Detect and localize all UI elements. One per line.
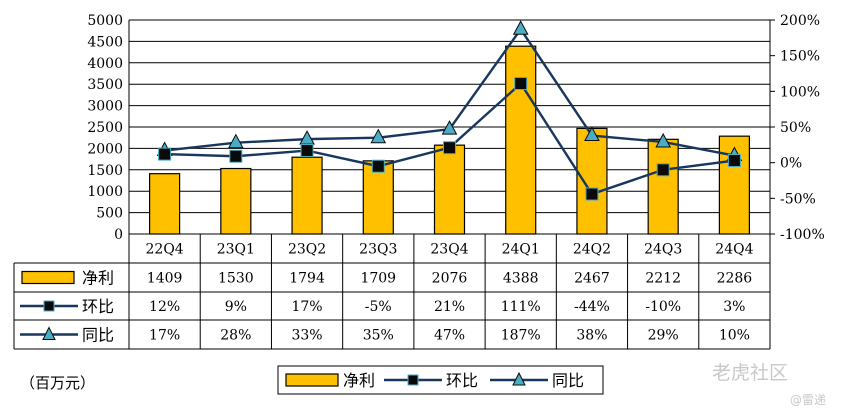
y2-tick-label: -50%	[780, 191, 816, 207]
data-label: 12%	[149, 299, 180, 315]
point-1-24Q1	[514, 76, 528, 90]
data-label: 33%	[291, 328, 322, 344]
data-label: 2076	[432, 271, 468, 287]
y-tick-label: 1000	[87, 184, 123, 200]
y-tick-label: 4500	[87, 34, 123, 50]
data-label: 1709	[360, 271, 396, 287]
point-2-24Q3	[655, 132, 672, 148]
bar-24Q3	[647, 138, 679, 235]
x-tick-label: 24Q1	[502, 242, 540, 258]
y2-tick-label: -100%	[780, 227, 825, 243]
row-series-name: 净利	[82, 269, 114, 288]
data-label: 10%	[719, 328, 750, 344]
bar-23Q2	[291, 156, 323, 235]
row-legend-key	[21, 270, 75, 285]
x-tick-label: 24Q4	[715, 242, 753, 258]
y-tick-label: 2500	[87, 120, 123, 136]
point-1-22Q4	[158, 147, 172, 161]
data-label: 2212	[645, 271, 681, 287]
y2-tick-label: 150%	[780, 49, 820, 65]
data-label: -5%	[365, 299, 392, 315]
bar-24Q2	[576, 127, 608, 235]
point-1-23Q4	[443, 141, 456, 155]
row-series-name: 环比	[82, 297, 114, 316]
y-tick-label: 500	[96, 206, 123, 222]
data-label: 9%	[225, 299, 247, 315]
unit-label: （百万元）	[20, 374, 96, 392]
data-label: 1530	[218, 271, 254, 287]
data-label: -44%	[574, 299, 610, 315]
point-2-23Q3	[370, 128, 387, 144]
data-label: 2286	[717, 271, 753, 287]
point-1-23Q3	[371, 159, 385, 173]
data-label: 29%	[648, 328, 679, 344]
series-line-2	[164, 27, 735, 157]
point-1-23Q2	[300, 144, 314, 158]
data-label: 28%	[220, 328, 251, 344]
watermark: 老虎社区	[712, 362, 789, 384]
y-tick-label: 3500	[87, 77, 123, 93]
data-label: 111%	[501, 299, 541, 315]
data-label: 4388	[503, 271, 539, 287]
point-2-24Q1	[512, 20, 529, 35]
x-tick-label: 22Q4	[146, 242, 184, 258]
legend-key-bar	[285, 373, 339, 387]
point-1-24Q4	[727, 154, 741, 168]
legend-label: 环比	[446, 371, 478, 390]
x-tick-label: 23Q1	[217, 242, 255, 258]
bar-23Q1	[220, 167, 252, 235]
data-label: 38%	[576, 328, 607, 344]
y2-tick-label: 100%	[780, 84, 820, 100]
legend-label: 同比	[552, 371, 584, 390]
y-tick-label: 4000	[87, 56, 123, 72]
data-label: 1794	[289, 271, 325, 287]
y2-tick-label: 0%	[780, 156, 802, 172]
legend-key-marker	[407, 374, 419, 386]
row-series-name: 同比	[82, 326, 114, 345]
y-tick-label: 1500	[87, 163, 123, 179]
x-tick-label: 23Q3	[359, 242, 397, 258]
point-2-23Q1	[227, 133, 244, 149]
data-label: 35%	[363, 328, 394, 344]
data-label: 187%	[501, 328, 541, 344]
bar-23Q4	[433, 144, 466, 235]
point-1-23Q1	[229, 149, 243, 163]
data-label: 17%	[291, 299, 322, 315]
y-tick-label: 5000	[87, 13, 123, 29]
data-label: 17%	[149, 328, 180, 344]
x-tick-label: 24Q3	[644, 242, 682, 258]
data-label: 1409	[147, 271, 183, 287]
row-legend-marker	[42, 326, 56, 340]
legend-key-marker	[512, 371, 526, 386]
point-2-23Q2	[299, 130, 315, 145]
y-tick-label: 2000	[87, 141, 123, 157]
data-label: -10%	[645, 299, 681, 315]
x-tick-label: 24Q2	[573, 242, 611, 258]
data-label: 3%	[723, 299, 745, 315]
point-2-23Q4	[441, 120, 458, 135]
x-tick-label: 23Q4	[430, 242, 468, 258]
data-label: 2467	[574, 271, 610, 287]
row-legend-marker	[43, 300, 55, 312]
y-tick-label: 3000	[87, 99, 123, 115]
watermark-sub: @雷递	[790, 393, 827, 407]
bar-24Q1	[505, 45, 537, 235]
point-2-24Q2	[584, 126, 600, 142]
x-tick-label: 23Q2	[288, 242, 326, 258]
point-1-24Q2	[585, 187, 599, 201]
data-label: 21%	[434, 299, 465, 315]
legend-label: 净利	[343, 371, 375, 390]
bar-22Q4	[149, 173, 181, 235]
y-tick-label: 0	[114, 227, 123, 243]
data-label: 47%	[434, 328, 465, 344]
y2-tick-label: 200%	[780, 13, 820, 29]
y2-tick-label: 50%	[780, 120, 811, 136]
point-1-24Q3	[656, 163, 670, 177]
